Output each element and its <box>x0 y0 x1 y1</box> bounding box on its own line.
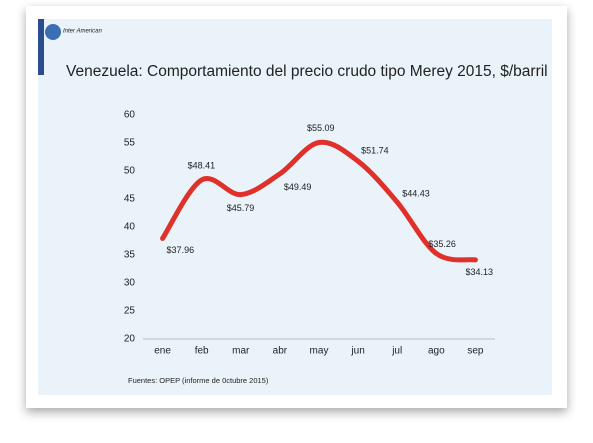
chart-title: Venezuela: Comportamiento del precio cru… <box>66 63 548 80</box>
source: Fuentes: OPEP (informe de 0ctubre 2015) <box>128 376 269 385</box>
x-tick-label: sep <box>467 346 484 357</box>
y-tick-label: 55 <box>124 138 136 149</box>
panel <box>38 19 552 395</box>
x-tick-label: mar <box>232 346 250 357</box>
data-label: $35.26 <box>428 239 456 249</box>
logo-bar <box>38 19 44 75</box>
data-label: $44.43 <box>402 189 430 199</box>
logo-globe <box>45 24 61 40</box>
x-tick-label: ene <box>154 346 171 357</box>
y-tick-label: 60 <box>124 110 136 121</box>
data-label: $49.49 <box>284 182 312 192</box>
y-tick-label: 35 <box>124 250 136 261</box>
y-tick-label: 40 <box>124 222 136 233</box>
y-tick-label: 50 <box>124 166 136 177</box>
data-label: $37.96 <box>167 245 195 255</box>
data-label: $34.13 <box>465 267 493 277</box>
x-tick-label: jul <box>391 346 402 357</box>
logo-text: Inter American <box>63 29 102 35</box>
y-tick-label: 25 <box>124 306 136 317</box>
data-label: $55.09 <box>307 123 335 133</box>
x-tick-label: ago <box>428 346 445 357</box>
x-tick-label: abr <box>273 346 288 357</box>
data-label: $48.41 <box>188 160 216 170</box>
x-tick-label: may <box>310 346 329 357</box>
y-tick-label: 45 <box>124 194 136 205</box>
x-tick-label: feb <box>195 346 209 357</box>
y-tick-label: 20 <box>124 334 136 345</box>
y-tick-label: 30 <box>124 278 136 289</box>
x-tick-label: jun <box>350 346 364 357</box>
price-line <box>160 139 478 263</box>
data-label: $45.79 <box>227 203 255 213</box>
data-label: $51.74 <box>361 146 389 156</box>
